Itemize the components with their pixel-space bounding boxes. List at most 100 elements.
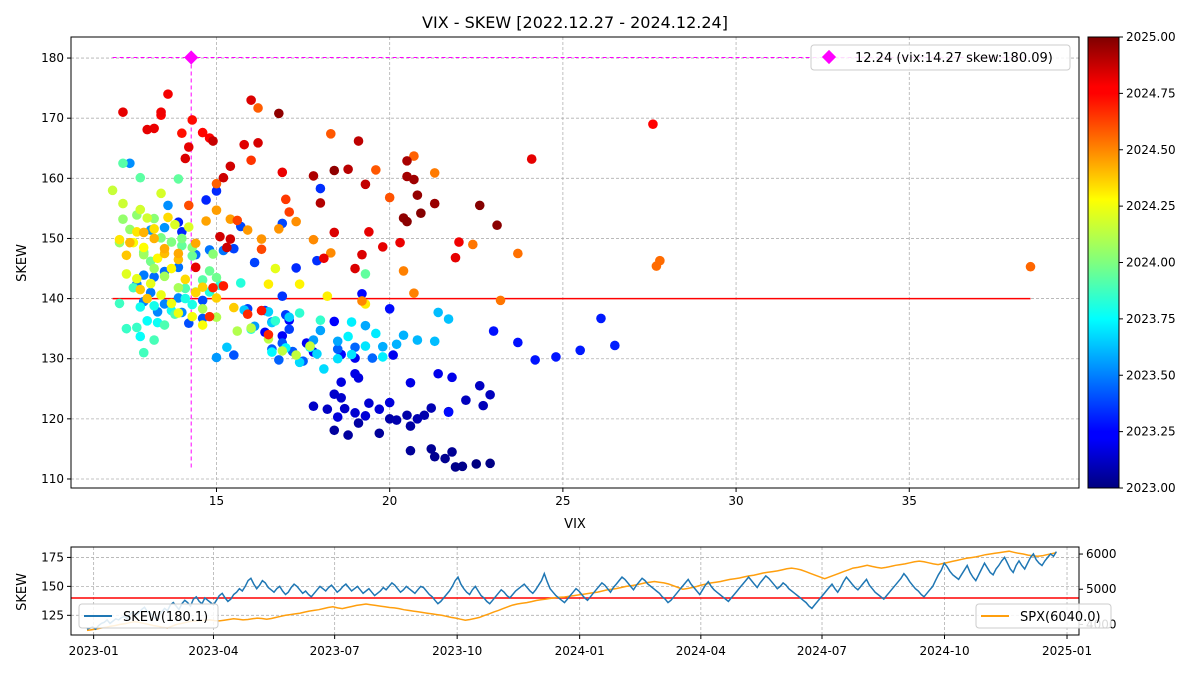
scatter-point bbox=[159, 222, 170, 233]
scatter-point bbox=[315, 198, 326, 208]
scatter-point bbox=[229, 350, 239, 360]
scatter-point bbox=[391, 339, 402, 350]
subplot-area bbox=[71, 550, 1079, 632]
scatter-point bbox=[118, 198, 128, 209]
scatter-point bbox=[426, 403, 437, 413]
scatter-point bbox=[138, 347, 149, 358]
scatter-point bbox=[246, 323, 256, 333]
scatter-point bbox=[253, 138, 263, 148]
scatter-point bbox=[118, 158, 128, 169]
scatter-point bbox=[291, 263, 301, 273]
scatter-point bbox=[395, 237, 405, 248]
scatter-point bbox=[218, 281, 229, 291]
scatter-point bbox=[471, 459, 482, 469]
scatter-point bbox=[277, 331, 288, 341]
scatter-point bbox=[346, 317, 357, 327]
scatter-point bbox=[187, 251, 198, 261]
scatter-point bbox=[208, 282, 218, 293]
scatter-point bbox=[405, 377, 416, 388]
scatter-point bbox=[610, 340, 620, 351]
scatter-point bbox=[357, 288, 367, 299]
scatter-point bbox=[343, 430, 353, 440]
scatter-point bbox=[412, 414, 423, 424]
scatter-point bbox=[350, 368, 360, 379]
scatter-point bbox=[360, 179, 371, 190]
scatter-point bbox=[177, 233, 187, 244]
scatter-point bbox=[433, 368, 443, 379]
scatter-point bbox=[180, 293, 191, 304]
series-line-skew bbox=[86, 551, 1058, 631]
scatter-point bbox=[246, 95, 256, 105]
scatter-point bbox=[371, 328, 381, 339]
scatter-point bbox=[398, 266, 409, 276]
scatter-point bbox=[284, 324, 295, 335]
scatter-point bbox=[364, 227, 374, 237]
scatter-point bbox=[270, 316, 281, 326]
scatter-point bbox=[450, 462, 461, 472]
legend-diamond-marker bbox=[821, 49, 837, 65]
scatter-point bbox=[402, 410, 412, 421]
scatter-point bbox=[163, 200, 173, 211]
scatter-point bbox=[170, 219, 180, 230]
scatter-point bbox=[173, 293, 184, 303]
scatter-point bbox=[478, 400, 489, 411]
y-tick-label: 150 bbox=[41, 231, 64, 245]
scatter-point bbox=[256, 305, 267, 316]
scatter-point bbox=[429, 451, 440, 462]
scatter-point bbox=[125, 158, 135, 169]
subplot-x-tick-label: 2024-07 bbox=[797, 644, 847, 658]
scatter-point bbox=[329, 316, 340, 327]
scatter-point bbox=[242, 309, 253, 320]
scatter-point bbox=[263, 279, 274, 289]
scatter-point bbox=[357, 296, 367, 306]
scatter-point bbox=[246, 155, 256, 166]
scatter-point bbox=[447, 372, 457, 383]
scatter-point bbox=[149, 335, 159, 345]
scatter-point bbox=[208, 249, 218, 259]
scatter-point bbox=[183, 222, 194, 232]
scatter-point bbox=[166, 237, 177, 247]
scatter-point bbox=[138, 227, 149, 238]
scatter-point bbox=[291, 350, 301, 360]
scatter-point bbox=[142, 316, 153, 326]
scatter-point bbox=[197, 275, 208, 285]
legend-spx-label: SPX(6040.0) bbox=[1020, 610, 1101, 625]
scatter-point bbox=[384, 304, 395, 314]
scatter-point bbox=[596, 313, 606, 324]
scatter-point bbox=[277, 167, 288, 178]
scatter-point bbox=[315, 325, 326, 336]
scatter-point bbox=[350, 408, 360, 418]
colorbar-gradient bbox=[1087, 36, 1120, 489]
scatter-point bbox=[256, 244, 267, 255]
scatter-point bbox=[256, 234, 267, 244]
scatter-point bbox=[357, 249, 367, 260]
scatter-point bbox=[364, 398, 374, 409]
subplot-x-tick-label: 2023-07 bbox=[310, 644, 360, 658]
scatter-point bbox=[305, 341, 315, 351]
scatter-point bbox=[121, 323, 132, 334]
y-tick-label: 120 bbox=[41, 412, 64, 426]
scatter-point bbox=[201, 195, 211, 205]
y-tick-label: 170 bbox=[41, 111, 64, 125]
scatter-point bbox=[319, 364, 329, 374]
scatter-point bbox=[249, 257, 260, 268]
scatter-point bbox=[284, 207, 295, 217]
scatter-point bbox=[118, 214, 128, 225]
scatter-point bbox=[173, 282, 184, 293]
subplot-gridlines bbox=[71, 547, 1079, 635]
scatter-point bbox=[530, 355, 540, 365]
subplot-left-tick-label: 175 bbox=[41, 550, 64, 564]
subplot-y-axis-label: SKEW bbox=[15, 573, 30, 611]
scatter-point bbox=[274, 355, 284, 365]
scatter-point bbox=[1025, 261, 1036, 272]
scatter-point bbox=[440, 453, 450, 464]
scatter-point bbox=[229, 302, 239, 313]
scatter-point bbox=[360, 341, 371, 351]
scatter-point bbox=[409, 151, 419, 161]
scatter-point bbox=[433, 307, 443, 318]
scatter-point bbox=[374, 428, 385, 439]
scatter-point bbox=[263, 329, 274, 340]
scatter-point bbox=[114, 234, 125, 245]
scatter-point bbox=[315, 183, 326, 194]
scatter-point bbox=[360, 320, 371, 331]
